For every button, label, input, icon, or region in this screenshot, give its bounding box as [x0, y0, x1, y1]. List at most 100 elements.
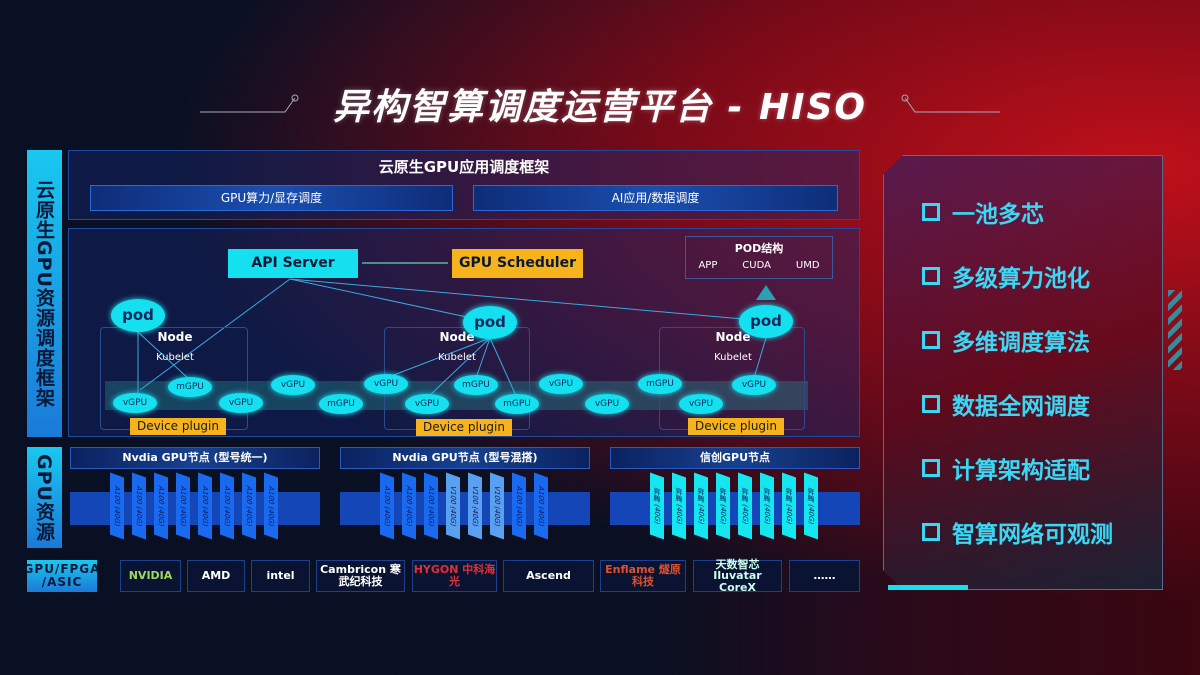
- pod-ellipse: pod: [111, 299, 165, 332]
- gpu-card: A100 (40G): [154, 472, 168, 540]
- framework-side-label: 云原生GPU资源调度框架: [27, 150, 62, 437]
- gpu-card: A100 (40G): [132, 472, 146, 540]
- vgpu-ellipse: vGPU: [585, 394, 629, 414]
- gpu-card: A100 (40G): [110, 472, 124, 540]
- mgpu-ellipse: mGPU: [319, 394, 363, 414]
- node-label: Node: [157, 330, 193, 344]
- gpu-card: 昇腾 (40G): [694, 472, 708, 540]
- vendor-logo: HYGON 中科海光: [412, 560, 497, 592]
- vendor-logo: NVIDIA: [120, 560, 181, 592]
- checkbox-icon: [922, 203, 940, 221]
- vendor-logo: ……: [789, 560, 860, 592]
- decor-bar: [888, 585, 968, 590]
- vgpu-ellipse: vGPU: [405, 394, 449, 414]
- gpu-card: 昇腾 (40G): [760, 472, 774, 540]
- gpu-node-title: Nvdia GPU节点 (型号统一): [70, 447, 320, 469]
- gpu-card: A100 (40G): [220, 472, 234, 540]
- mgpu-ellipse: mGPU: [638, 374, 682, 394]
- gpu-card: A100 (40G): [380, 472, 394, 540]
- checkbox-icon: [922, 267, 940, 285]
- gpu-card: V100 (40G): [446, 472, 460, 540]
- gpu-node-base: [340, 492, 590, 525]
- pod-structure-title: POD结构: [734, 242, 784, 255]
- decor-stripes: [1168, 290, 1182, 370]
- vendor-logo: Cambricon 寒武纪科技: [316, 560, 405, 592]
- feature-item: 多级算力池化: [922, 259, 1090, 293]
- device-plugin-box: Device plugin: [688, 418, 784, 435]
- feature-label: 计算架构适配: [952, 458, 1090, 484]
- vendor-logo: Ascend: [503, 560, 594, 592]
- api-server-box: API Server: [228, 249, 358, 278]
- pod-item-cuda: CUDA: [742, 260, 771, 271]
- node-label: Node: [715, 330, 751, 344]
- feature-label: 多维调度算法: [952, 330, 1090, 356]
- pod-ellipse: pod: [739, 305, 793, 338]
- pod-ellipse: pod: [463, 306, 517, 339]
- feature-item: 一池多芯: [922, 195, 1044, 229]
- ai-data-scheduling-box: AI应用/数据调度: [473, 185, 838, 211]
- node-label: Node: [439, 330, 475, 344]
- gpu-card: A100 (40G): [424, 472, 438, 540]
- features-panel: [883, 155, 1163, 590]
- gpu-node-title: 信创GPU节点: [610, 447, 860, 469]
- feature-label: 智算网络可观测: [952, 522, 1113, 548]
- gpu-card: A100 (40G): [512, 472, 526, 540]
- checkbox-icon: [922, 331, 940, 349]
- pod-structure-arrow: [756, 285, 776, 300]
- mgpu-ellipse: mGPU: [454, 375, 498, 395]
- gpu-card: A100 (40G): [402, 472, 416, 540]
- vendor-logo: Enflame 燧原科技: [600, 560, 686, 592]
- gpu-card: A100 (40G): [176, 472, 190, 540]
- framework-heading: 云原生GPU应用调度框架: [378, 158, 550, 176]
- feature-item: 计算架构适配: [922, 451, 1090, 485]
- gpu-card: 昇腾 (40G): [672, 472, 686, 540]
- vgpu-ellipse: vGPU: [539, 374, 583, 394]
- checkbox-icon: [922, 459, 940, 477]
- vendor-logo: AMD: [187, 560, 245, 592]
- pod-structure-box: POD结构 APP CUDA UMD: [685, 236, 833, 279]
- pod-item-umd: UMD: [795, 260, 820, 271]
- gpu-card: 昇腾 (40G): [782, 472, 796, 540]
- checkbox-icon: [922, 395, 940, 413]
- page-title: 异构智算调度运营平台 - HISO: [332, 87, 868, 128]
- vgpu-ellipse: vGPU: [219, 393, 263, 413]
- gpu-card: A100 (40G): [534, 472, 548, 540]
- kubelet-label: Kubelet: [438, 352, 476, 363]
- gpu-card: V100 (40G): [468, 472, 482, 540]
- vgpu-ellipse: vGPU: [271, 375, 315, 395]
- device-plugin-box: Device plugin: [416, 419, 512, 436]
- checkbox-icon: [922, 523, 940, 541]
- gpu-card: V100 (40G): [490, 472, 504, 540]
- feature-label: 一池多芯: [952, 202, 1044, 228]
- gpu-scheduler-box: GPU Scheduler: [452, 249, 583, 278]
- resources-side-label: GPU资源: [27, 447, 62, 548]
- vgpu-ellipse: vGPU: [732, 375, 776, 395]
- gpu-node-base: [70, 492, 320, 525]
- vendor-logo: 天数智芯 Iluvatar CoreX: [693, 558, 782, 593]
- gpu-card: 昇腾 (40G): [650, 472, 664, 540]
- gpu-compute-scheduling-box: GPU算力/显存调度: [90, 185, 453, 211]
- feature-item: 数据全网调度: [922, 387, 1090, 421]
- vendor-row-label: GPU/FPGA /ASIC: [24, 560, 99, 592]
- mgpu-ellipse: mGPU: [495, 394, 539, 414]
- vgpu-ellipse: vGPU: [679, 394, 723, 414]
- gpu-card: 昇腾 (40G): [716, 472, 730, 540]
- mgpu-ellipse: mGPU: [168, 377, 212, 397]
- device-plugin-box: Device plugin: [130, 418, 226, 435]
- vgpu-ellipse: vGPU: [113, 393, 157, 413]
- gpu-node-title: Nvdia GPU节点 (型号混搭): [340, 447, 590, 469]
- kubelet-label: Kubelet: [156, 352, 194, 363]
- gpu-card: 昇腾 (40G): [738, 472, 752, 540]
- kubelet-label: Kubelet: [714, 352, 752, 363]
- pod-item-app: APP: [698, 260, 718, 271]
- gpu-card: A100 (40G): [242, 472, 256, 540]
- feature-item: 智算网络可观测: [922, 515, 1113, 549]
- feature-item: 多维调度算法: [922, 323, 1090, 357]
- vendor-logo: intel: [251, 560, 310, 592]
- feature-label: 数据全网调度: [952, 394, 1090, 420]
- gpu-card: A100 (40G): [198, 472, 212, 540]
- vgpu-ellipse: vGPU: [364, 374, 408, 394]
- gpu-card: A100 (40G): [264, 472, 278, 540]
